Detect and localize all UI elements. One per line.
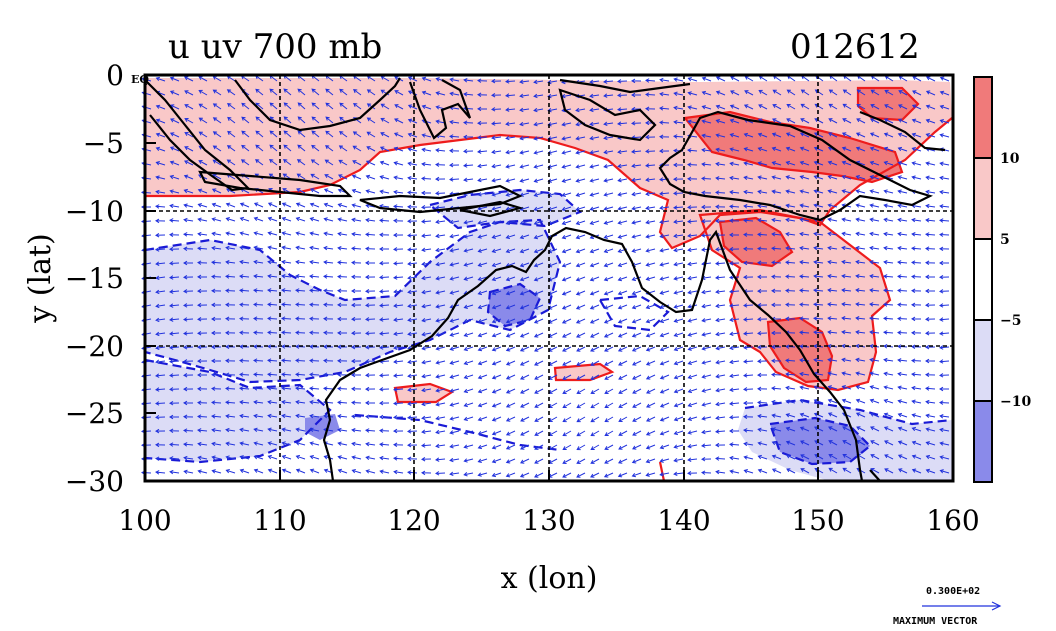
colorbar-label: −10 bbox=[1000, 394, 1031, 410]
x-tick-label: 160 bbox=[926, 504, 979, 537]
y-tick-label: −10 bbox=[65, 195, 124, 228]
x-tick-label: 130 bbox=[522, 504, 575, 537]
y-tick-label: 0 bbox=[106, 59, 124, 92]
y-tick-label: −5 bbox=[83, 127, 124, 160]
graticule bbox=[145, 75, 953, 481]
coastline-java bbox=[198, 170, 353, 198]
axis-ticks bbox=[144, 74, 954, 482]
map-title: u uv 700 mb bbox=[168, 27, 382, 67]
colorbar-swatch bbox=[974, 77, 992, 158]
colorbar-swatch bbox=[974, 401, 992, 482]
coastline-new-guinea bbox=[658, 110, 933, 222]
coastline-pacific-islands bbox=[559, 78, 691, 94]
y-tick-label: −20 bbox=[65, 330, 124, 363]
colorbar-swatch bbox=[974, 158, 992, 239]
y-tick-label: −25 bbox=[65, 397, 124, 430]
x-tick-label: 110 bbox=[253, 504, 306, 537]
x-axis-label: x (lon) bbox=[501, 561, 598, 596]
vector-scale-value: 0.300E+02 bbox=[926, 586, 980, 597]
map-panel: EQ bbox=[131, 73, 955, 483]
colorbar-swatch bbox=[974, 320, 992, 401]
coastline-bismarck bbox=[859, 110, 946, 152]
colorbar: 10 5 −5 −10 bbox=[973, 76, 1031, 483]
y-tick-labels: 0 −5 −10 −15 −20 −25 −30 bbox=[65, 59, 124, 498]
equator-label: EQ bbox=[131, 73, 149, 86]
x-tick-label: 140 bbox=[657, 504, 710, 537]
y-tick-label: −15 bbox=[65, 262, 124, 295]
coastline-sulawesi bbox=[408, 79, 472, 140]
coastline-borneo bbox=[234, 77, 401, 132]
x-tick-label: 120 bbox=[387, 504, 440, 537]
coastline-timor bbox=[459, 200, 525, 218]
vector-scale-legend: 0.300E+02 MAXIMUM VECTOR bbox=[893, 586, 1002, 627]
coastline-tasmania-edge bbox=[869, 469, 881, 482]
x-tick-label: 100 bbox=[118, 504, 171, 537]
colorbar-label: −5 bbox=[1000, 313, 1021, 329]
vector-scale-caption: MAXIMUM VECTOR bbox=[893, 616, 978, 627]
x-tick-labels: 100 110 120 130 140 150 160 bbox=[118, 504, 979, 537]
colorbar-label: 5 bbox=[1000, 232, 1010, 248]
positive-contours bbox=[145, 86, 953, 482]
x-tick-label: 150 bbox=[791, 504, 844, 537]
negative-anomaly-shading bbox=[145, 190, 952, 481]
map-timestamp: 012612 bbox=[790, 27, 920, 67]
coastline-australia bbox=[322, 226, 864, 482]
colorbar-swatch bbox=[974, 239, 992, 320]
y-tick-label: −30 bbox=[65, 465, 124, 498]
colorbar-label: 10 bbox=[1000, 151, 1020, 167]
y-axis-label: y (lat) bbox=[23, 233, 58, 323]
coastline-moluccas bbox=[558, 88, 657, 142]
